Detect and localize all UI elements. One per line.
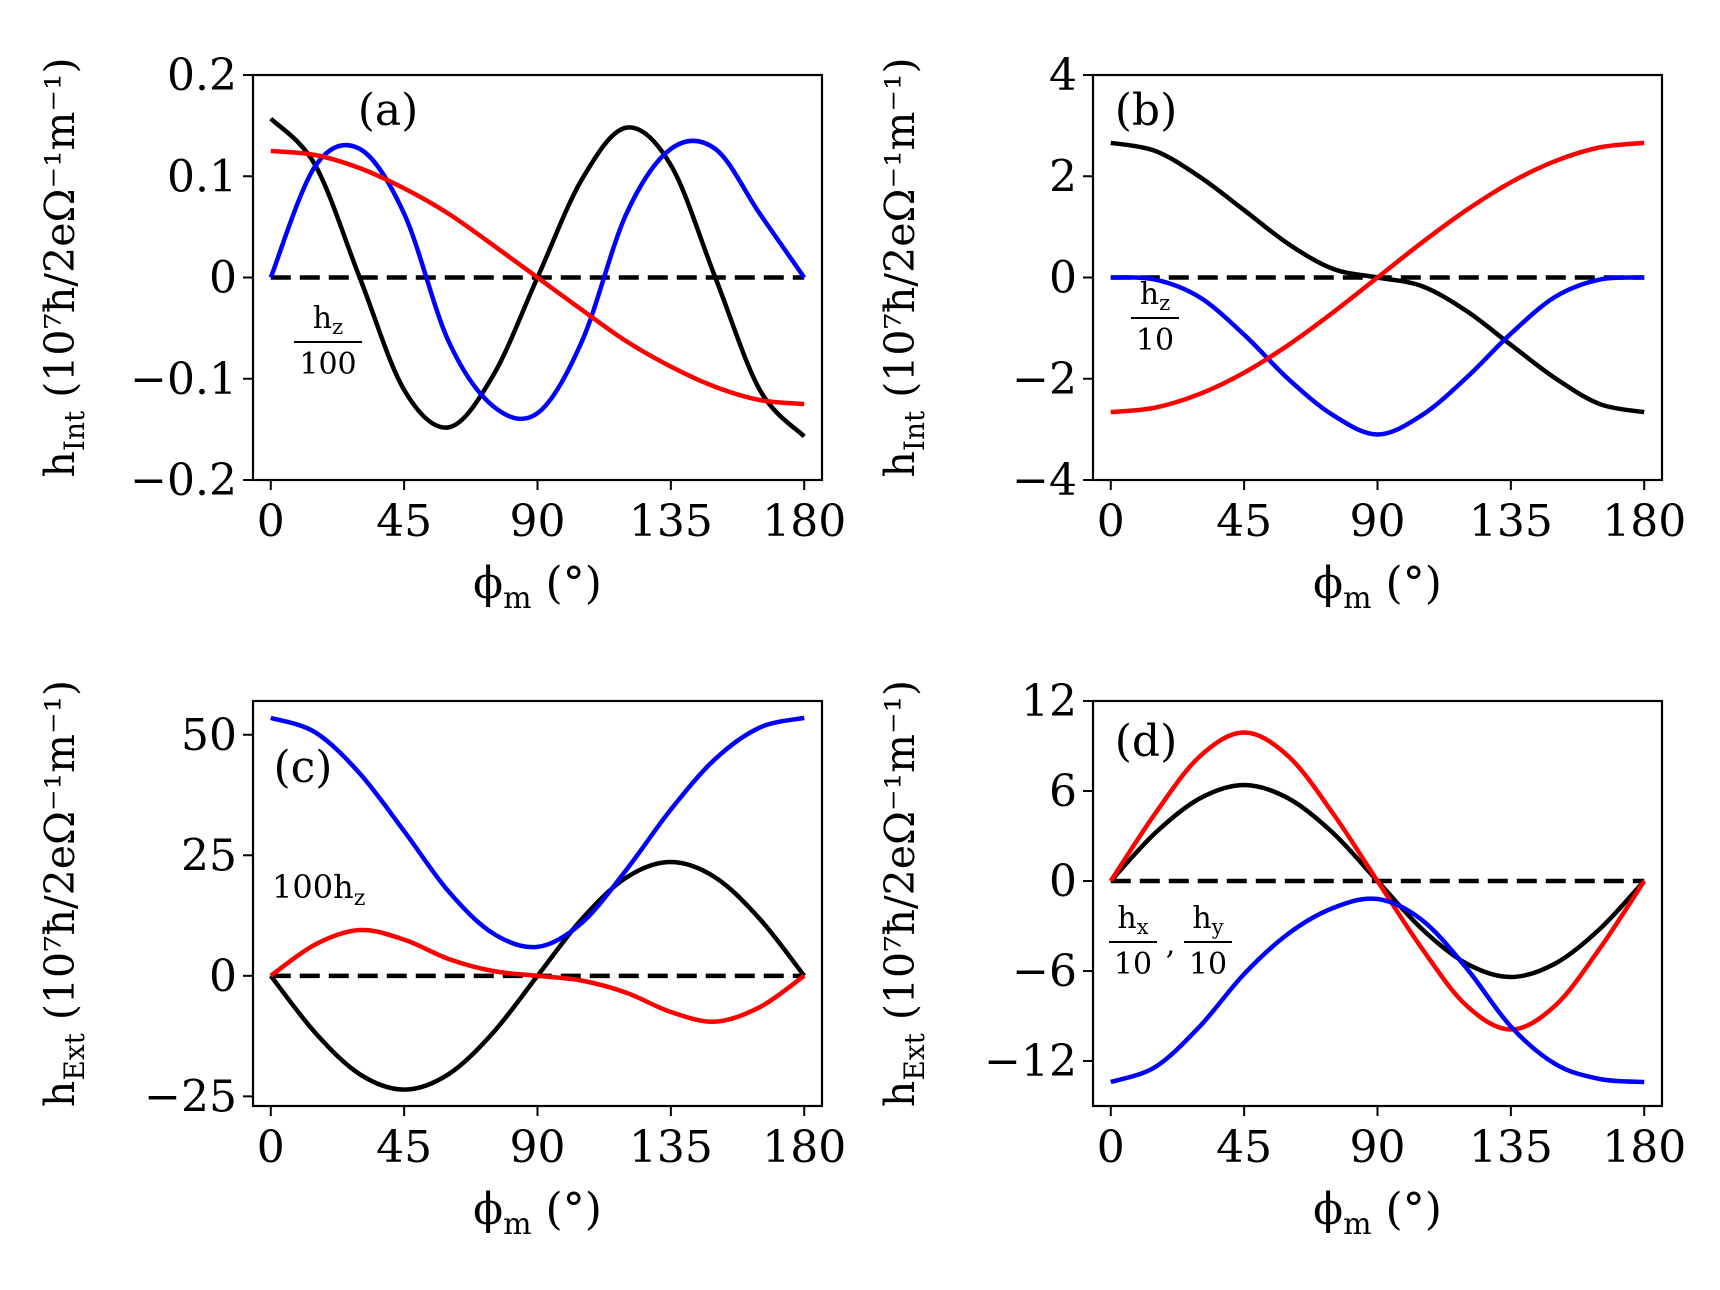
separator: , (1166, 927, 1176, 962)
panel-b: 0 45 90 135 180 4 2 0 −2 −4 (b) ϕm (°) hInt (10⁷ħ/2e… (876, 50, 1686, 616)
y-tick-label: 4 (1049, 50, 1077, 101)
x-tick-label: 180 (1602, 496, 1686, 547)
x-tick-label: 90 (1350, 496, 1406, 547)
y-axis-label: hInt (10⁷ħ/2eΩ⁻¹m⁻¹) (876, 58, 931, 478)
panel-label: (a) (358, 85, 419, 136)
x-tick-label: 180 (762, 1122, 846, 1173)
x-tick-label: 45 (376, 496, 432, 547)
y-tick-label: −25 (144, 1071, 237, 1122)
series-line-red (270, 148, 805, 407)
y-axis-label: hExt (10⁷ħ/2eΩ⁻¹m⁻¹) (36, 680, 91, 1107)
y-tick-label: 6 (1049, 766, 1077, 817)
y-tick-label: 0.2 (167, 50, 237, 101)
x-tick-label: 135 (629, 1122, 713, 1173)
x-tick-label: 180 (1602, 1122, 1686, 1173)
fraction-numerator: hz (313, 301, 343, 339)
y-tick-label: 0 (1049, 253, 1077, 304)
y-tick-label: 50 (181, 710, 237, 761)
y-tick-label: 0 (209, 253, 237, 304)
y-axis-label: hInt (10⁷ħ/2eΩ⁻¹m⁻¹) (36, 58, 91, 478)
series-line-red (1110, 140, 1645, 415)
x-tick-label: 180 (762, 496, 846, 547)
panel-label: (c) (274, 742, 333, 793)
y-tick-label: −0.2 (130, 455, 237, 506)
y-tick-label: −0.1 (130, 354, 237, 405)
panel-d: 0 45 90 135 180 12 6 0 −6 −12 (d) ϕm (°) hExt (10⁷ħ/… (876, 676, 1686, 1242)
x-tick-label: 0 (257, 1122, 285, 1173)
x-axis-label: ϕm (°) (1313, 1184, 1442, 1242)
series-line-red (1108, 730, 1647, 1032)
panel-c: 0 45 90 135 180 50 25 0 −25 (c) ϕm (°) hExt (10⁷ħ/2… (36, 680, 846, 1242)
fraction-numerator: hz (1140, 277, 1170, 315)
y-tick-label: −6 (1012, 946, 1077, 997)
fraction-denominator: 10 (1114, 947, 1152, 982)
annotation-text: 100hz (272, 868, 365, 911)
x-tick-label: 0 (1097, 1122, 1125, 1173)
series-line-blue (268, 138, 807, 422)
fraction-denominator: 10 (1189, 947, 1227, 982)
y-axis-label: hExt (10⁷ħ/2eΩ⁻¹m⁻¹) (876, 680, 931, 1107)
series-line-blue (1110, 896, 1645, 1085)
x-axis-label: ϕm (°) (473, 1184, 602, 1242)
y-tick-label: 0 (209, 951, 237, 1002)
x-tick-label: 90 (510, 496, 566, 547)
fraction-numerator: hy (1192, 901, 1223, 939)
panel-label: (d) (1115, 716, 1178, 767)
annotation: 100hz (272, 868, 365, 911)
y-tick-label: 25 (181, 830, 237, 881)
series-line-blue (270, 715, 805, 950)
x-tick-label: 135 (1469, 496, 1553, 547)
annotation: hz 100 (294, 301, 362, 382)
x-tick-label: 135 (1469, 1122, 1553, 1173)
x-tick-label: 0 (257, 496, 285, 547)
y-tick-label: 0.1 (167, 151, 237, 202)
y-tick-label: 12 (1021, 676, 1077, 727)
series-line-red (269, 927, 806, 1024)
annotation: hz 10 (1131, 277, 1179, 358)
y-tick-label: −4 (1012, 455, 1077, 506)
x-tick-label: 90 (1350, 1122, 1406, 1173)
x-tick-label: 45 (1216, 1122, 1272, 1173)
y-tick-label: 0 (1049, 856, 1077, 907)
y-tick-label: −2 (1012, 354, 1077, 405)
fraction-numerator: hx (1117, 901, 1148, 939)
fraction-denominator: 100 (299, 347, 356, 382)
x-tick-label: 135 (629, 496, 713, 547)
panel-label: (b) (1115, 85, 1178, 136)
x-tick-label: 45 (376, 1122, 432, 1173)
fraction-denominator: 10 (1136, 323, 1174, 358)
series-line-blue (1110, 275, 1645, 437)
annotation: hx 10, hy 10 (1109, 901, 1232, 982)
x-tick-label: 0 (1097, 496, 1125, 547)
x-axis-label: ϕm (°) (473, 558, 602, 616)
y-tick-label: −12 (984, 1036, 1077, 1087)
y-tick-label: 2 (1049, 151, 1077, 202)
x-axis-label: ϕm (°) (1313, 558, 1442, 616)
panel-a: 0 45 90 135 180 0.2 0.1 0 −0.1 −0.2 (a) ϕm (°) hInt … (36, 50, 846, 616)
x-tick-label: 90 (510, 1122, 566, 1173)
x-tick-label: 45 (1216, 496, 1272, 547)
